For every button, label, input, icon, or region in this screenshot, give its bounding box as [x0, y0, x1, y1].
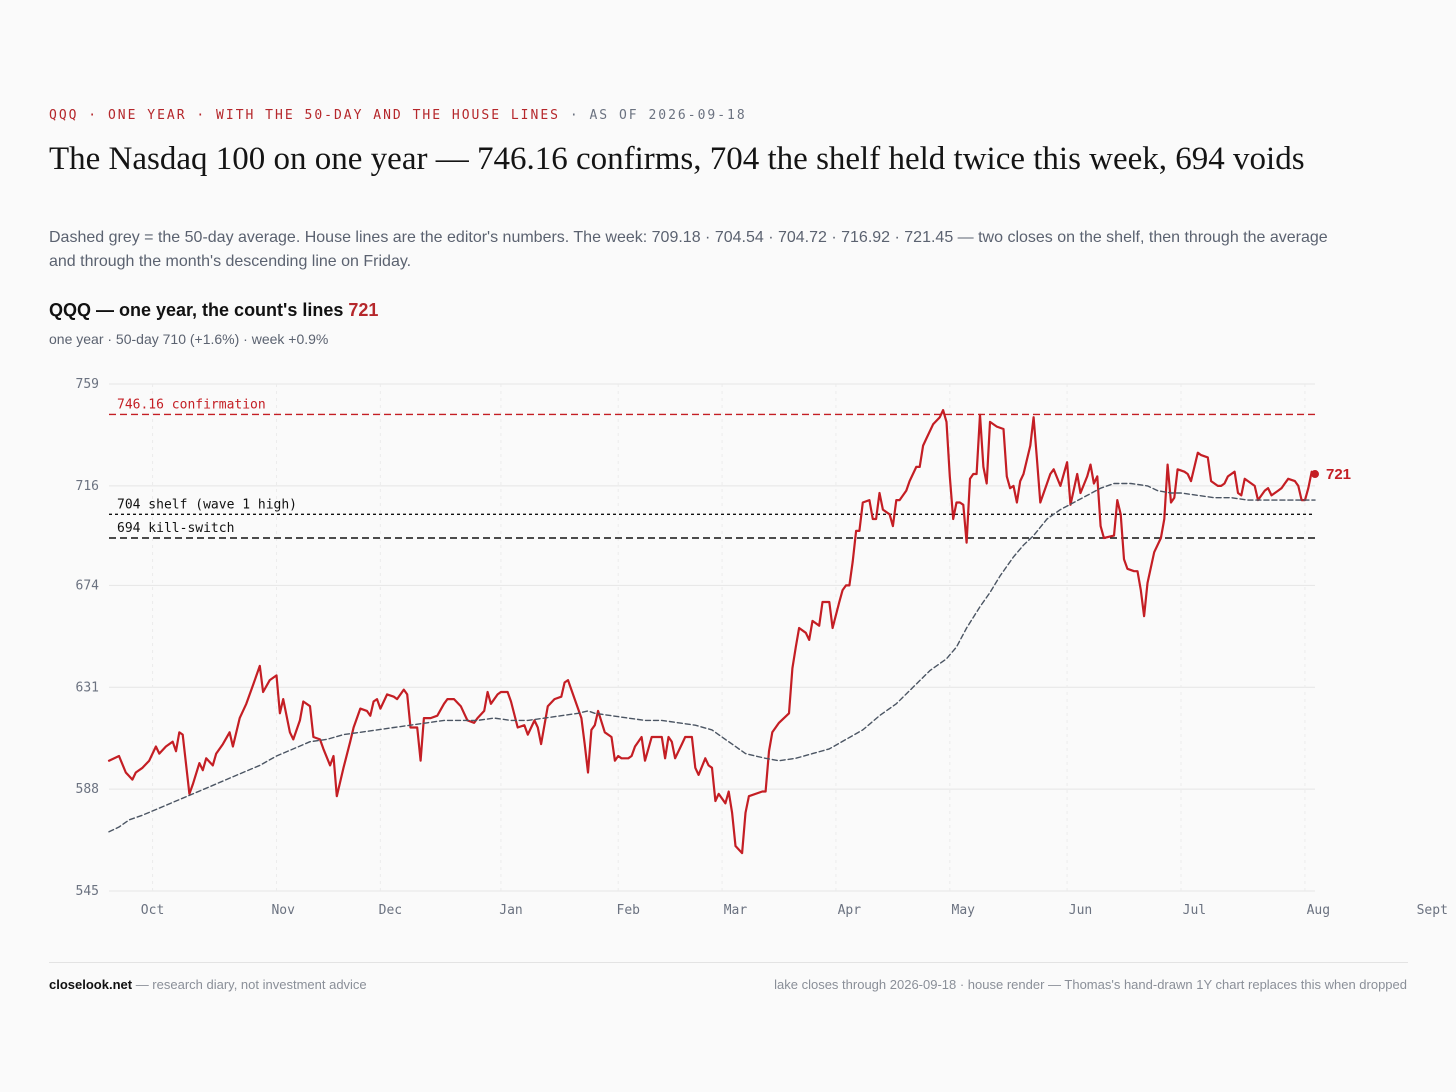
x-tick-label: Apr [838, 903, 862, 918]
last-value-dot [1311, 470, 1319, 479]
price-chart: 545 588 631 674 716 759 Oct Nov Dec Jan Feb Mar Apr… [76, 377, 1448, 918]
reference-lines: 746.16 confirmation 704 shelf (wave 1 hig… [109, 397, 1315, 539]
y-tick-label: 674 [76, 578, 100, 593]
kicker-asof: AS OF 2026-09-18 [589, 108, 747, 123]
x-tick-label: Mar [724, 903, 748, 918]
y-tick-label: 631 [76, 680, 99, 695]
ma50-line [108, 482, 1316, 833]
y-tick-label: 545 [76, 884, 99, 899]
y-tick-label: 716 [76, 479, 99, 494]
x-tick-label: May [952, 903, 976, 918]
x-tick-label: Aug [1307, 903, 1330, 918]
y-tick-label: 588 [76, 782, 99, 797]
last-value: 721 [1311, 466, 1351, 483]
dek: Dashed grey = the 50-day average. House … [49, 229, 1328, 270]
x-tick-label: Sept [1417, 903, 1448, 918]
x-tick-label: Feb [617, 903, 641, 918]
x-tick-label: Dec [379, 903, 402, 918]
reference-line-label: 746.16 confirmation [117, 397, 266, 412]
footer-brand-line: closelook.net — research diary, not inve… [49, 977, 367, 992]
x-tick-label: Oct [141, 903, 164, 918]
gridlines [109, 383, 1315, 892]
kicker-separator: · [560, 108, 590, 123]
footer-tagline: — research diary, not investment advice [132, 977, 367, 992]
reference-line-label: 704 shelf (wave 1 high) [117, 497, 297, 512]
y-axis-ticks: 545 588 631 674 716 759 [76, 377, 100, 899]
footer-divider [49, 962, 1408, 963]
kicker-main: QQQ · ONE YEAR · WITH THE 50-DAY AND THE… [49, 108, 560, 123]
kicker: QQQ · ONE YEAR · WITH THE 50-DAY AND THE… [49, 108, 747, 123]
chart-title-text: QQQ — one year, the count's lines [49, 300, 344, 320]
x-axis-ticks: Oct Nov Dec Jan Feb Mar Apr May Jun Jul Aug Sept [141, 903, 1448, 918]
chart-subtitle: one year · 50-day 710 (+1.6%) · week +0.… [49, 331, 329, 347]
footer-brand[interactable]: closelook.net [49, 977, 133, 992]
x-tick-label: Jan [499, 903, 522, 918]
x-tick-label: Nov [271, 903, 295, 918]
page-title: The Nasdaq 100 on one year — 746.16 conf… [49, 141, 1305, 177]
x-tick-label: Jul [1183, 903, 1206, 918]
last-value-label: 721 [1326, 466, 1351, 483]
chart-title-value: 721 [348, 300, 379, 320]
y-tick-label: 759 [76, 377, 99, 392]
price-line [107, 409, 1317, 855]
series [107, 409, 1317, 855]
chart-title: QQQ — one year, the count's lines 721 [49, 300, 378, 321]
footer-note: lake closes through 2026-09-18 · house r… [774, 977, 1407, 992]
reference-line-label: 694 kill-switch [117, 521, 234, 536]
x-tick-label: Jun [1069, 903, 1092, 918]
